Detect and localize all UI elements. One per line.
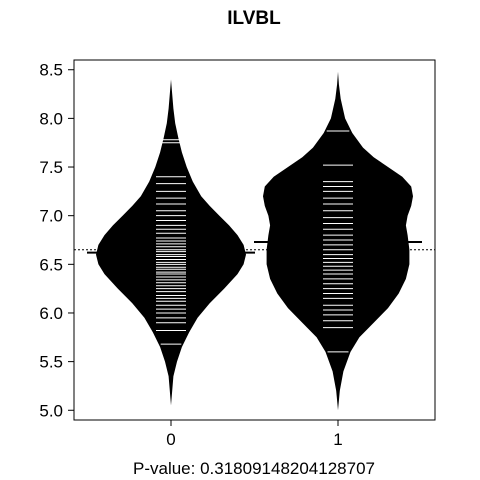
- y-tick-label: 5.5: [39, 353, 63, 372]
- y-tick-label: 5.0: [39, 401, 63, 420]
- plot-frame: [73, 59, 436, 421]
- y-axis: 5.0 5.5 6.0 6.5 7.0 7.5 8.0 8.5: [39, 61, 75, 420]
- x-tick-label: 0: [166, 430, 175, 449]
- beans-layer: [74, 71, 435, 411]
- chart-title: ILVBL: [227, 8, 281, 29]
- y-tick-label: 8.0: [39, 109, 63, 128]
- bean-0: [96, 79, 246, 406]
- y-tick-label: 8.5: [39, 61, 63, 80]
- x-tick-label: 1: [333, 430, 342, 449]
- y-tick-label: 7.0: [39, 207, 63, 226]
- y-tick-label: 6.5: [39, 255, 63, 274]
- x-axis-label: P-value: 0.31809148204128707: [133, 459, 375, 478]
- y-tick-label: 7.5: [39, 158, 63, 177]
- y-tick-label: 6.0: [39, 304, 63, 323]
